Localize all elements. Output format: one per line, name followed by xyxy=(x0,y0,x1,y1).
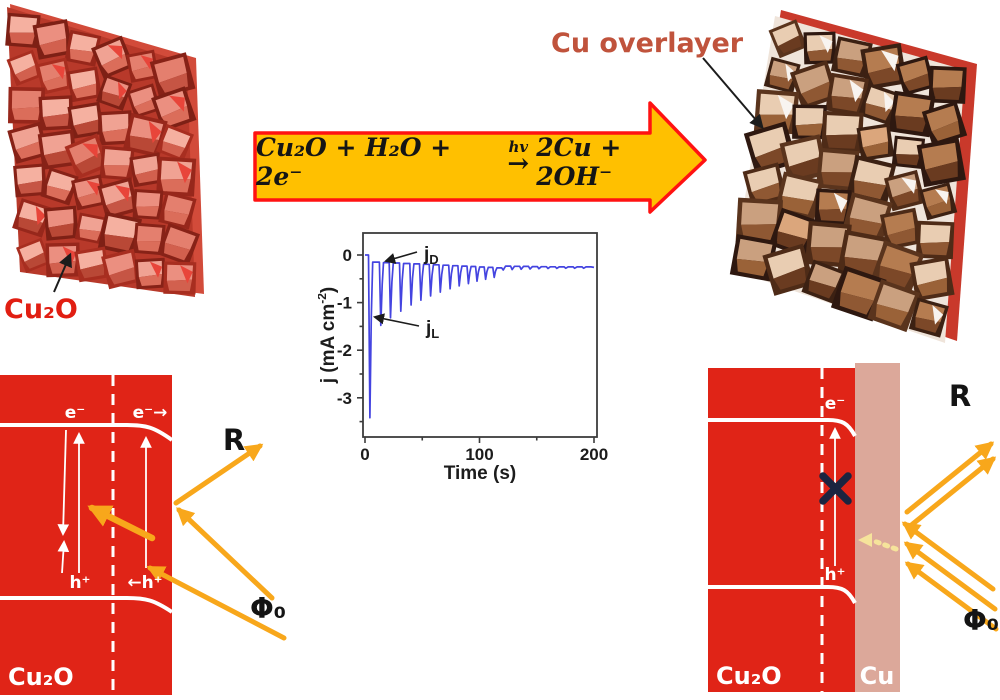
valence-band-line xyxy=(708,585,857,604)
incident-light-arrow-2 xyxy=(903,541,998,612)
right-arrow-icon: → xyxy=(507,148,530,179)
incident-flux-label: Φ₀ xyxy=(963,604,999,637)
absorbed-light-arrow xyxy=(87,504,156,542)
conduction-band-line xyxy=(708,418,857,437)
reflectance-label: R xyxy=(223,423,245,457)
electron-label: e⁻ xyxy=(65,403,86,423)
band-diagram-bare-cu2o: e⁻ e⁻→ h⁺ ←h⁺ R Φ₀ Cu₂O xyxy=(0,375,287,695)
jd-annotation-arrow xyxy=(383,251,418,264)
cu2o-crystal-illustration xyxy=(5,4,204,297)
axis-ticks xyxy=(357,254,595,443)
attenuated-light-arrowhead xyxy=(858,533,872,547)
hole-label: h⁺ xyxy=(69,573,90,593)
reaction-equation: Cu₂O + H₂O + 2e⁻ hv → 2Cu + 2OH⁻ xyxy=(256,131,702,193)
equation-hv-arrow: hv → xyxy=(507,138,530,179)
incident-light-arrow-3 xyxy=(904,561,999,632)
equation-left: Cu₂O + H₂O + 2e⁻ xyxy=(256,133,452,191)
axis-tick-labels: 0 -1 -2 -3 0 100 200 xyxy=(337,246,608,464)
cu-covered-crystal-illustration xyxy=(729,10,977,343)
photocurrent-chart: 0 -1 -2 -3 0 100 200 Time (s) j (mA cm-2) jD jL xyxy=(318,232,608,484)
valence-band-line xyxy=(0,596,174,614)
reflectance-label: R xyxy=(949,379,971,413)
photocurrent-curve xyxy=(365,254,595,419)
incident-light-arrow-lower xyxy=(146,565,287,641)
cu-region-label: Cu xyxy=(860,662,895,690)
reflected-light-arrow-1 xyxy=(904,441,995,515)
chart-annotation-label: jD xyxy=(423,244,439,267)
hole-label: h⁺ xyxy=(824,565,845,585)
cu2o-region-label: Cu₂O xyxy=(716,662,782,690)
cu2o-label: Cu₂O xyxy=(4,294,78,325)
block-x-icon xyxy=(819,472,852,505)
attenuated-light-arrow xyxy=(871,538,899,552)
cu2o-region-label: Cu₂O xyxy=(8,663,74,691)
x-axis-label: Time (s) xyxy=(444,463,517,484)
hole-arrow xyxy=(57,540,70,574)
y-tick-label: 0 xyxy=(343,246,352,265)
conduction-band-line xyxy=(0,423,174,442)
incident-flux-label: Φ₀ xyxy=(250,592,286,625)
reflected-light-arrow-2 xyxy=(906,456,997,530)
electron-relax-arrow xyxy=(57,429,70,536)
x-tick-label: 0 xyxy=(360,445,369,464)
cu-overlayer-region xyxy=(855,363,900,692)
electron-label: e⁻ xyxy=(825,394,846,414)
x-tick-label: 200 xyxy=(580,445,608,464)
y-axis-label: j (mA cm-2) xyxy=(318,287,339,385)
cu-overlayer-label: Cu overlayer xyxy=(551,28,744,59)
reflected-light-arrow xyxy=(173,443,264,506)
y-tick-label: -1 xyxy=(337,294,352,313)
chart-annotation-label: jL xyxy=(425,318,439,341)
equation-right: 2Cu + 2OH⁻ xyxy=(536,133,622,191)
incident-light-arrow-1 xyxy=(901,521,996,592)
reaction-arrow xyxy=(253,101,707,214)
x-tick-label: 100 xyxy=(465,445,493,464)
reaction-arrow-shape xyxy=(253,101,707,214)
y-tick-label: -2 xyxy=(337,341,352,360)
cu2o-region xyxy=(708,368,855,692)
surface-hole-label: ←h⁺ xyxy=(127,573,162,593)
surface-electron-label: e⁻→ xyxy=(133,403,168,423)
incident-light-arrow-upper xyxy=(176,507,275,601)
jl-annotation-arrow xyxy=(372,313,420,327)
y-tick-label: -3 xyxy=(337,389,352,408)
hv-label: hv xyxy=(508,138,529,157)
band-diagram-cu-overlayer: e⁻ h⁺ R Φ₀ Cu₂O Cu xyxy=(708,363,999,692)
chart-annotations: jD jL xyxy=(372,244,439,341)
